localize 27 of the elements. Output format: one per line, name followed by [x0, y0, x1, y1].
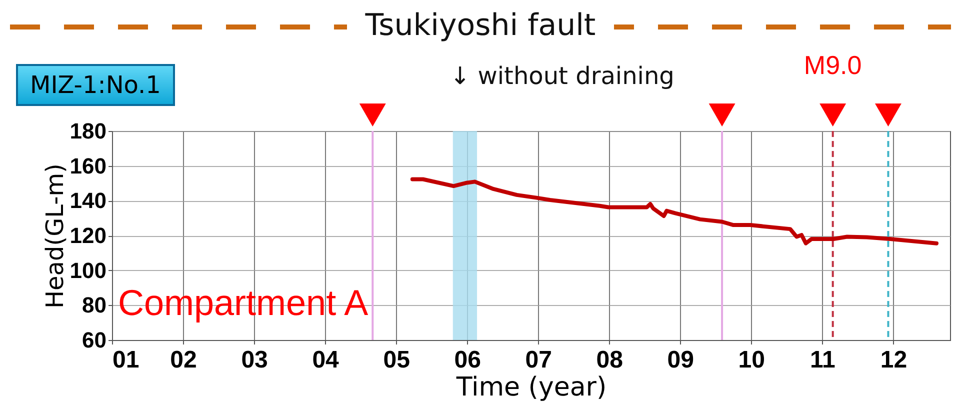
y-tick-label: 100: [70, 258, 106, 283]
y-tick-label: 80: [82, 292, 106, 318]
line-series: [410, 177, 939, 246]
x-tick-label: 01: [112, 346, 140, 374]
x-tick-label: 10: [738, 346, 766, 374]
x-tick-label: 08: [596, 346, 623, 374]
chart-title: Tsukiyoshi fault: [347, 8, 614, 43]
annotation: Compartment A: [118, 282, 368, 324]
y-tick-label: 160: [70, 153, 106, 178]
y-tick-label: 140: [70, 188, 106, 214]
y-tick-label: 120: [70, 223, 106, 248]
x-tick-label: 12: [880, 346, 908, 374]
x-tick-label: 02: [170, 346, 197, 374]
x-tick-label: 09: [667, 346, 694, 374]
y-axis-title: Head(GL-m): [40, 163, 69, 309]
x-axis-title: Time (year): [455, 372, 607, 402]
y-tick-label: 60: [82, 328, 106, 352]
x-tick-label: 05: [383, 346, 410, 374]
text: ↓ without draining: [450, 62, 674, 90]
chart-subtitle: MIZ-1:No.1: [16, 64, 175, 106]
x-tick-label: 06: [454, 346, 481, 374]
x-tick-label: 07: [525, 346, 552, 374]
x-tick-label: 03: [241, 346, 268, 374]
y-tick-label: 180: [70, 118, 106, 144]
x-tick-label: 11: [810, 346, 836, 374]
ref-line-label: M9.0: [804, 50, 862, 80]
x-tick-label: 04: [312, 346, 340, 374]
